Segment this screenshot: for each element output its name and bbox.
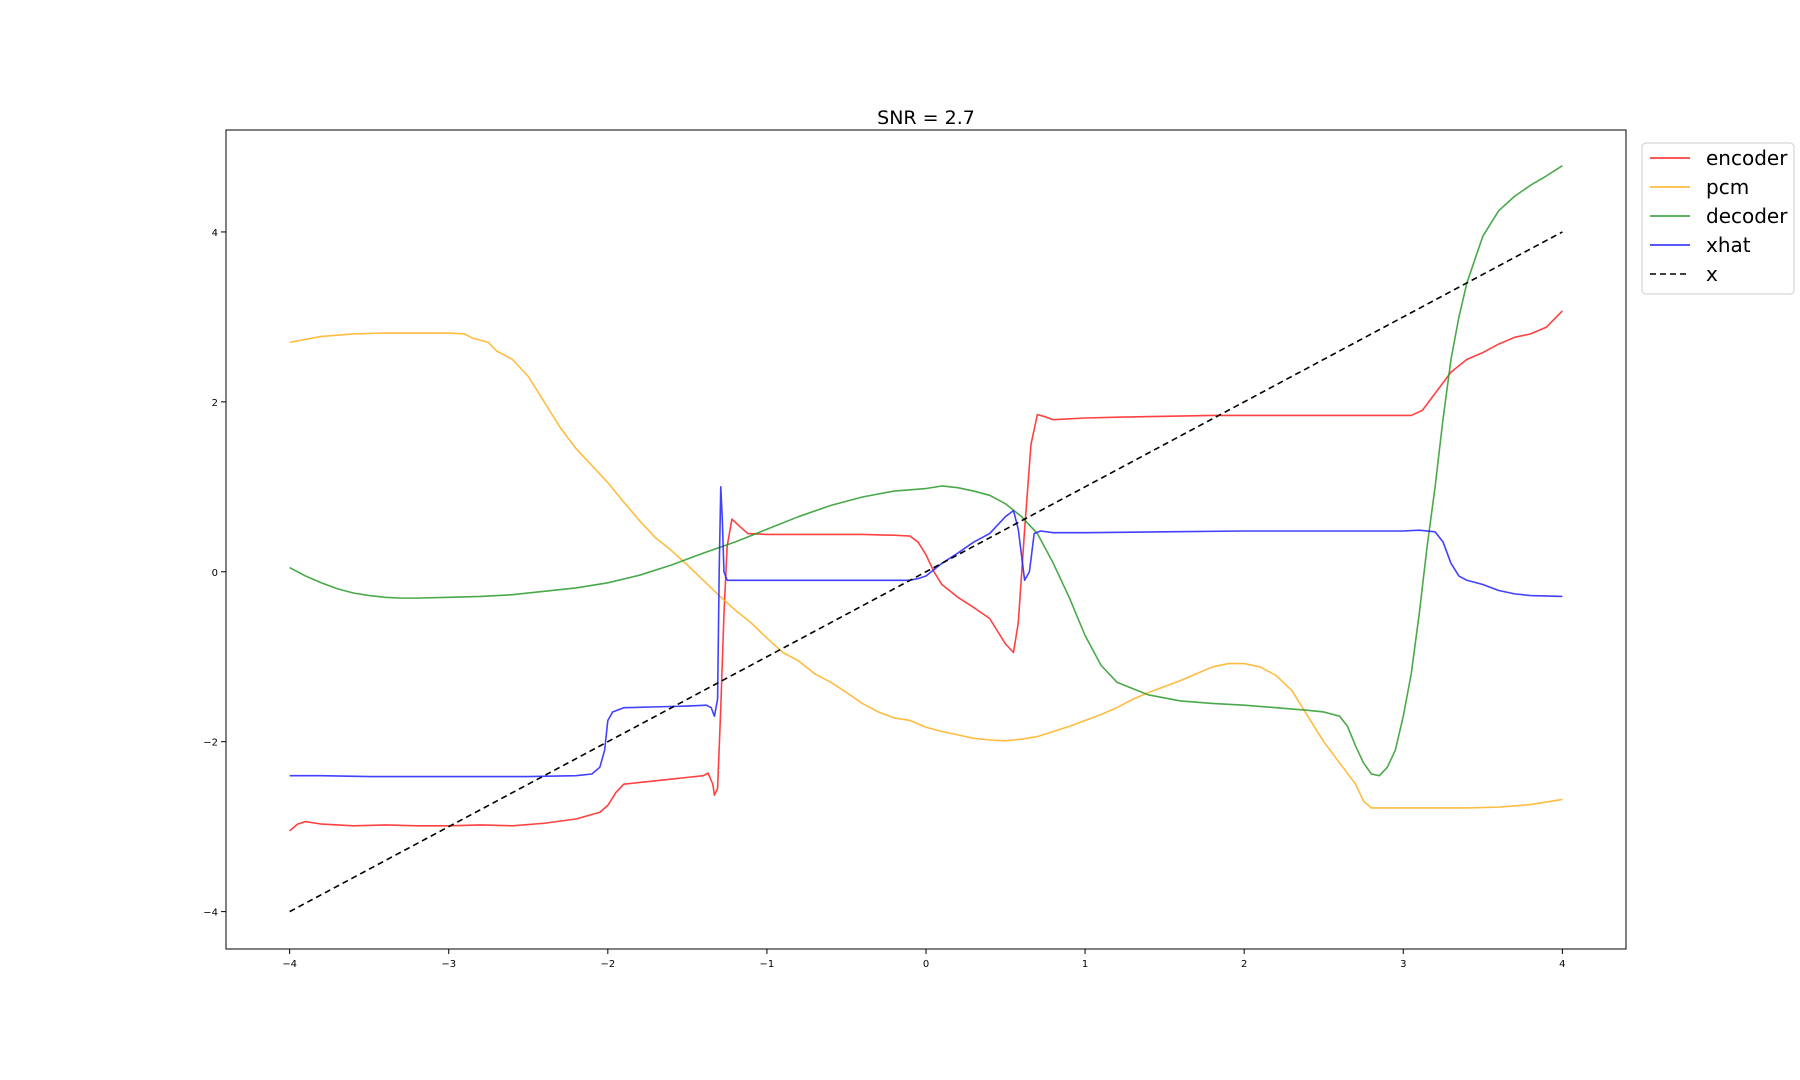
x-tick-label: −2 (600, 959, 615, 970)
x-tick-label: 3 (1400, 959, 1406, 970)
legend-label: x (1706, 262, 1718, 286)
x-tick-label: −4 (282, 959, 297, 970)
y-tick-label: 0 (212, 568, 218, 579)
series-line-xhat (289, 486, 1563, 778)
legend-box (1641, 142, 1795, 295)
legend: encoder pcm decoder xhat x (1641, 142, 1795, 295)
series-line-x (289, 231, 1563, 913)
legend-label: xhat (1706, 233, 1751, 257)
y-tick-label: 2 (212, 398, 218, 409)
x-tick-label: −1 (760, 959, 775, 970)
legend-label: decoder (1706, 204, 1788, 228)
series-line-encoder (289, 310, 1563, 832)
chart-title: SNR = 2.7 (877, 107, 975, 129)
y-tick-label: −4 (203, 908, 218, 919)
y-axis: −4 −2 0 2 4 (203, 228, 226, 919)
x-axis: −4 −3 −2 −1 0 1 2 3 4 (282, 949, 1566, 970)
x-tick-label: 0 (923, 959, 929, 970)
x-tick-label: −3 (441, 959, 456, 970)
y-tick-label: 4 (212, 228, 218, 239)
x-tick-label: 4 (1559, 959, 1565, 970)
series-line-decoder (289, 165, 1563, 777)
legend-label: pcm (1706, 175, 1749, 199)
x-tick-label: 1 (1082, 959, 1088, 970)
x-tick-label: 2 (1241, 959, 1247, 970)
legend-label: encoder (1706, 146, 1788, 170)
y-tick-label: −2 (203, 738, 218, 749)
series-line-pcm (289, 332, 1563, 809)
series-layer (289, 165, 1563, 913)
